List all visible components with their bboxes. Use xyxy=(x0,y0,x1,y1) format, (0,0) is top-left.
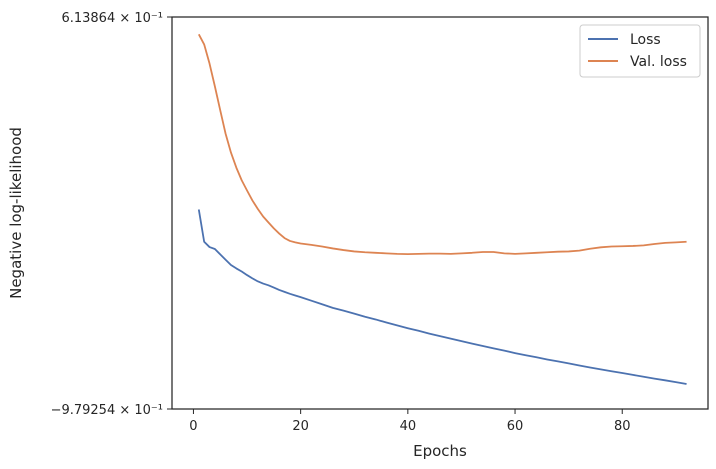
x-tick-label: 80 xyxy=(614,419,631,434)
series-layer xyxy=(197,33,687,385)
x-axis: 0 20 40 60 80 xyxy=(189,409,631,434)
plot-frame xyxy=(171,16,709,410)
x-tick-label: 0 xyxy=(189,419,197,434)
y-axis-title: Negative log-likelihood xyxy=(7,127,25,299)
y-axis: 6.13864 × 10⁻¹ −9.79254 × 10⁻¹ xyxy=(51,11,172,418)
legend-label-loss: Loss xyxy=(630,32,661,48)
series-line-loss xyxy=(197,209,687,385)
legend-label-val-loss: Val. loss xyxy=(630,54,687,70)
x-tick-label: 20 xyxy=(292,419,309,434)
x-tick-label: 40 xyxy=(400,419,417,434)
series-line-val-loss xyxy=(198,33,687,256)
x-axis-title: Epochs xyxy=(413,442,467,460)
y-tick-label: 6.13864 × 10⁻¹ xyxy=(61,11,163,26)
x-tick-label: 60 xyxy=(507,419,524,434)
legend: Loss Val. loss xyxy=(579,24,701,78)
y-tick-label: −9.79254 × 10⁻¹ xyxy=(51,403,163,418)
